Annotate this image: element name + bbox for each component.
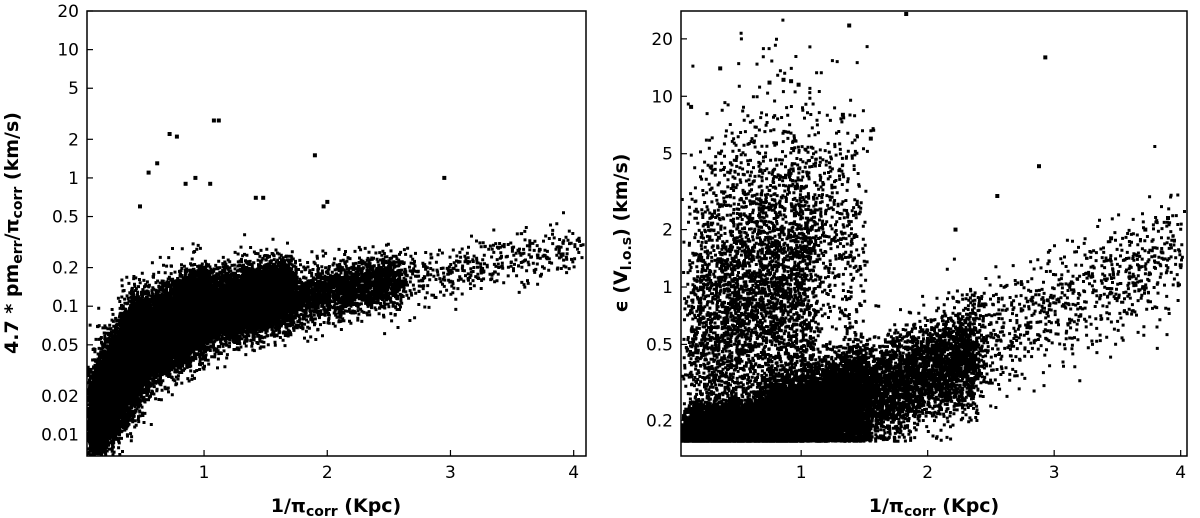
left-x-axis-label: 1/πcorr (Kpc) — [271, 495, 402, 518]
right-outlier-point — [1179, 263, 1183, 267]
right-outlier-point — [1037, 164, 1041, 168]
left-outlier-point — [442, 176, 446, 180]
right-y-tick-label: 2 — [662, 221, 673, 241]
right-x-axis-label: 1/πcorr (Kpc) — [869, 495, 1000, 518]
right-outlier-point — [789, 79, 793, 83]
left-scatter-panel: 1 2 3 4 0.01 0.02 0.05 0.1 0.2 0.5 1 2 5 10 20 1/πcorr… — [1, 2, 586, 518]
left-outlier-point — [217, 119, 221, 123]
left-outlier-point — [212, 119, 216, 123]
right-outlier-point — [995, 194, 999, 198]
right-y-tick-label: 5 — [662, 145, 673, 165]
left-data-points — [87, 119, 585, 457]
right-y-tick-label: 10 — [651, 87, 673, 107]
right-outlier-point — [689, 105, 693, 109]
right-x-tick-label: 1 — [796, 463, 807, 483]
left-y-tick-label: 20 — [57, 2, 79, 22]
left-outlier-point — [322, 204, 326, 208]
left-outlier-point — [254, 196, 258, 200]
left-x-tick-label: 2 — [322, 463, 333, 483]
left-outlier-point — [168, 132, 172, 136]
right-outlier-point — [782, 78, 786, 82]
right-outlier-point — [1043, 55, 1047, 59]
left-x-tick-label: 3 — [445, 463, 456, 483]
right-outlier-point — [954, 228, 958, 232]
left-y-tick-label: 0.05 — [41, 336, 79, 356]
left-outlier-point — [155, 161, 159, 165]
right-outlier-point — [1143, 228, 1147, 232]
left-outlier-point — [325, 200, 329, 204]
left-y-tick-label: 0.2 — [52, 259, 79, 279]
right-outlier-point — [904, 12, 908, 16]
right-y-axis-label: ϵ (Vl.o.s) (km/s) — [610, 154, 635, 313]
right-data-points — [681, 12, 1186, 443]
right-outlier-point — [718, 66, 722, 70]
right-x-tick-label: 2 — [922, 463, 933, 483]
left-outlier-point — [175, 135, 179, 139]
left-y-tick-label: 0.02 — [41, 387, 79, 407]
left-y-tick-label: 5 — [68, 79, 79, 99]
left-x-tick-label: 1 — [199, 463, 210, 483]
left-point-cloud — [87, 211, 585, 456]
left-y-axis-label: 4.7 * pmerr/πcorr (km/s) — [1, 112, 26, 354]
right-outlier-point — [797, 83, 801, 87]
left-y-tick-label: 2 — [68, 130, 79, 150]
left-outlier-point — [193, 176, 197, 180]
right-y-tick-label: 20 — [651, 30, 673, 50]
right-outlier-point — [869, 137, 873, 141]
left-y-tick-label: 10 — [57, 41, 79, 61]
left-outlier-point — [184, 182, 188, 186]
left-outlier-point — [261, 196, 265, 200]
right-y-tick-label: 0.5 — [646, 335, 673, 355]
left-outlier-point — [147, 171, 151, 175]
right-y-tick-label: 0.2 — [646, 411, 673, 431]
right-outlier-point — [847, 24, 851, 28]
right-x-tick-label: 3 — [1049, 463, 1060, 483]
left-outlier-point — [208, 182, 212, 186]
right-x-tick-label: 4 — [1175, 463, 1186, 483]
left-y-tick-label: 0.5 — [52, 208, 79, 228]
right-scatter-panel: 1 2 3 4 0.2 0.5 1 2 5 10 20 1/πcorr (Kpc) ϵ (Vl.o.… — [610, 11, 1187, 518]
right-outlier-point — [1109, 236, 1113, 240]
left-x-tick-label: 4 — [568, 463, 579, 483]
left-y-tick-label: 1 — [68, 169, 79, 189]
right-point-cloud — [681, 19, 1186, 443]
left-outlier-point — [313, 153, 317, 157]
right-outlier-point — [768, 81, 772, 85]
left-outlier-point — [138, 204, 142, 208]
left-y-tick-label: 0.01 — [41, 426, 79, 446]
right-outlier-point — [1166, 216, 1170, 220]
right-y-tick-label: 1 — [662, 278, 673, 298]
left-y-tick-label: 0.1 — [52, 297, 79, 317]
right-outlier-point — [841, 113, 845, 117]
